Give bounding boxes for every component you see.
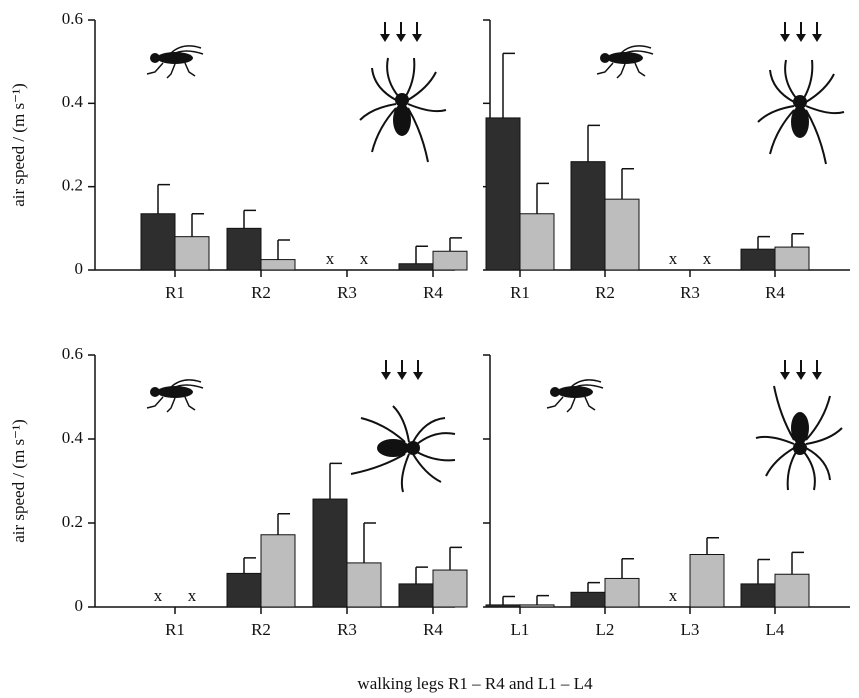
missing-marker: x	[154, 586, 163, 605]
error-bar	[587, 124, 600, 162]
y-tick-label: 0.6	[62, 344, 83, 363]
x-tick-label: R1	[165, 283, 185, 302]
bar	[689, 554, 725, 608]
error-bar	[363, 522, 376, 563]
error-bar	[243, 209, 256, 229]
bar	[519, 213, 555, 271]
error-bar	[587, 581, 600, 593]
bar	[774, 573, 810, 608]
arrows-icon	[779, 359, 823, 381]
y-axis-label: air speed / (m s⁻¹)	[9, 419, 28, 543]
x-tick-label: R3	[337, 283, 357, 302]
x-axis-label: walking legs R1 – R4 and L1 – L4	[357, 674, 593, 693]
x-tick-label: R2	[595, 283, 615, 302]
fly-icon	[596, 45, 654, 79]
bar	[604, 198, 640, 271]
x-tick-label: R4	[423, 620, 443, 639]
missing-marker: x	[360, 249, 369, 268]
error-bar	[157, 183, 170, 214]
y-tick-label: 0.4	[62, 92, 84, 111]
bar	[604, 577, 640, 608]
bar	[740, 248, 776, 271]
error-bar	[191, 213, 204, 237]
x-tick-label: R1	[510, 283, 530, 302]
error-bar	[415, 566, 428, 584]
error-bar	[791, 551, 804, 575]
missing-marker: x	[326, 249, 335, 268]
bar	[140, 213, 176, 271]
error-bar	[415, 245, 428, 264]
spider-icon	[757, 59, 845, 165]
x-tick-label: R3	[680, 283, 700, 302]
bar	[312, 498, 348, 608]
error-bar	[277, 513, 290, 535]
error-bar	[502, 595, 515, 605]
x-tick-label: R4	[423, 283, 443, 302]
x-tick-label: L3	[681, 620, 700, 639]
x-tick-label: R4	[765, 283, 785, 302]
bar	[740, 583, 776, 608]
spider-icon	[755, 385, 843, 491]
missing-marker: x	[703, 249, 712, 268]
x-tick-label: R1	[165, 620, 185, 639]
bar	[485, 604, 521, 608]
y-tick-label: 0.6	[62, 9, 83, 28]
x-tick-label: L2	[596, 620, 615, 639]
error-bar	[502, 52, 515, 118]
fly-icon	[146, 379, 204, 413]
bar	[432, 569, 468, 608]
missing-marker: x	[669, 586, 678, 605]
arrows-icon	[379, 21, 423, 43]
error-bar	[706, 536, 719, 555]
x-tick-label: L4	[766, 620, 785, 639]
bar	[774, 246, 810, 271]
bar	[570, 161, 606, 271]
error-bar	[243, 557, 256, 574]
missing-marker: x	[188, 586, 197, 605]
x-tick-label: R3	[337, 620, 357, 639]
y-tick-label: 0	[75, 259, 84, 278]
bar	[260, 259, 296, 271]
error-bar	[757, 558, 770, 584]
y-tick-label: 0	[75, 596, 84, 615]
spider-icon	[359, 57, 447, 163]
error-bar	[621, 168, 634, 200]
bar	[519, 604, 555, 608]
bar	[570, 591, 606, 608]
fly-icon	[546, 379, 604, 413]
y-axis-label: air speed / (m s⁻¹)	[9, 83, 28, 207]
error-bar	[791, 233, 804, 248]
y-tick-label: 0.4	[62, 428, 84, 447]
bar	[398, 263, 434, 271]
x-tick-label: R2	[251, 620, 271, 639]
error-bar	[449, 546, 462, 571]
bar	[174, 236, 210, 271]
x-tick-label: R2	[251, 283, 271, 302]
y-tick-label: 0.2	[62, 176, 83, 195]
error-bar	[536, 182, 549, 214]
error-bar	[449, 237, 462, 252]
error-bar	[757, 235, 770, 250]
error-bar	[621, 557, 634, 579]
missing-marker: x	[669, 249, 678, 268]
bar	[485, 117, 521, 271]
bar	[398, 583, 434, 608]
error-bar	[329, 462, 342, 500]
bar	[346, 562, 382, 608]
error-bar	[277, 239, 290, 260]
y-tick-label: 0.2	[62, 512, 83, 531]
fly-icon	[146, 45, 204, 79]
arrows-icon	[380, 359, 424, 381]
error-bar	[536, 594, 549, 605]
bar	[260, 534, 296, 608]
spider-icon	[350, 405, 456, 493]
x-tick-label: L1	[511, 620, 530, 639]
bar	[226, 572, 262, 608]
bar	[432, 250, 468, 271]
bar	[226, 227, 262, 271]
arrows-icon	[779, 21, 823, 43]
